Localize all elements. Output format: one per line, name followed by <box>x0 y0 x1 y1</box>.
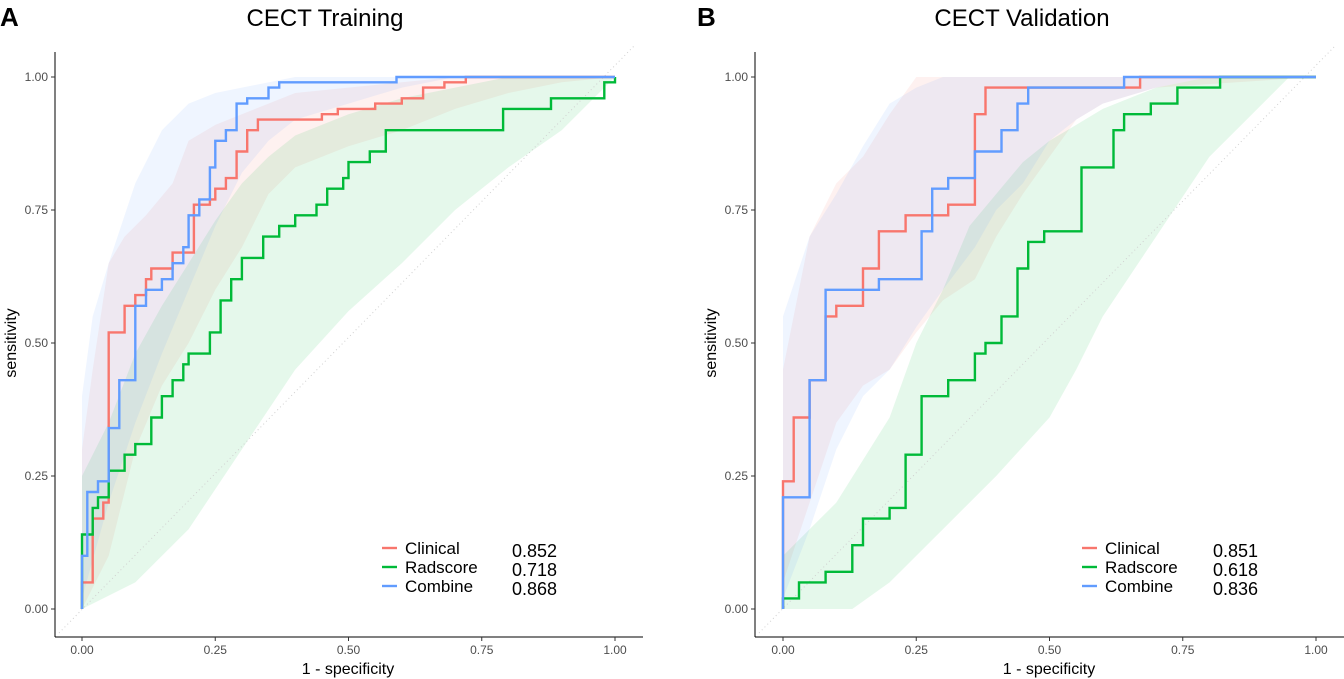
x-tick-label: 1.00 <box>603 643 627 657</box>
y-axis-label: sensitivity <box>703 308 720 377</box>
x-axis-label: 1 - specificity <box>1003 661 1095 678</box>
legend-label: Radscore <box>405 558 478 577</box>
ci-band-radscore <box>783 77 1316 609</box>
legend-label: Radscore <box>1105 558 1178 577</box>
roc-curve-combine <box>781 75 1316 609</box>
panel-training: A CECT Training sensitivity 1 - specific… <box>0 2 643 678</box>
roc-curve-radscore <box>781 75 1316 609</box>
roc-curve-clinical <box>80 75 615 609</box>
chart-title: CECT Validation <box>934 5 1109 32</box>
plot-area: 0.00 0.25 0.50 0.75 1.00 0.00 0.25 0.50 0.75 1.00… <box>25 44 643 657</box>
legend-auc-value: 0.868 <box>512 579 557 599</box>
x-tick-label: 0.00 <box>771 643 795 657</box>
x-tick-label: 0.25 <box>204 643 228 657</box>
x-tick-label: 0.50 <box>1038 643 1062 657</box>
panel-label: A <box>0 2 19 32</box>
legend-auc-value: 0.851 <box>1213 541 1258 561</box>
chart-title: CECT Training <box>247 5 404 32</box>
y-axis-label: sensitivity <box>3 308 20 377</box>
panel-label: B <box>697 2 716 32</box>
x-tick-label: 0.75 <box>470 643 494 657</box>
legend-label: Clinical <box>405 539 460 558</box>
x-tick-label: 0.50 <box>337 643 361 657</box>
legend-label: Combine <box>405 577 473 596</box>
roc-curve-combine <box>80 75 615 609</box>
y-tick-label: 0.75 <box>725 203 749 217</box>
y-tick-label: 0.50 <box>25 336 49 350</box>
y-tick-label: 0.25 <box>25 469 49 483</box>
ci-band-clinical <box>82 77 615 609</box>
ci-band-combine <box>82 77 615 599</box>
legend-auc-value: 0.836 <box>1213 579 1258 599</box>
x-tick-label: 0.75 <box>1171 643 1195 657</box>
ci-band-radscore <box>82 77 615 609</box>
legend-label: Combine <box>1105 577 1173 596</box>
legend-auc-value: 0.618 <box>1213 560 1258 580</box>
y-tick-label: 0.50 <box>725 336 749 350</box>
ci-band-combine <box>783 77 1316 599</box>
x-tick-label: 0.25 <box>905 643 929 657</box>
x-axis-label: 1 - specificity <box>302 661 394 678</box>
plot-area: 0.00 0.25 0.50 0.75 1.00 0.00 0.25 0.50 0.75 1.00… <box>725 44 1344 657</box>
legend-auc-value: 0.718 <box>512 560 557 580</box>
x-tick-label: 0.00 <box>70 643 94 657</box>
ci-band-clinical <box>783 77 1316 583</box>
legend-auc-value: 0.852 <box>512 541 557 561</box>
y-tick-label: 1.00 <box>25 70 49 84</box>
y-tick-label: 1.00 <box>725 70 749 84</box>
panel-validation: B CECT Validation sensitivity 1 - specif… <box>697 2 1344 678</box>
y-tick-label: 0.00 <box>25 602 49 616</box>
legend-label: Clinical <box>1105 539 1160 558</box>
y-tick-label: 0.75 <box>25 203 49 217</box>
y-tick-label: 0.25 <box>725 469 749 483</box>
x-tick-label: 1.00 <box>1304 643 1328 657</box>
y-tick-label: 0.00 <box>725 602 749 616</box>
roc-curve-radscore <box>80 77 617 609</box>
